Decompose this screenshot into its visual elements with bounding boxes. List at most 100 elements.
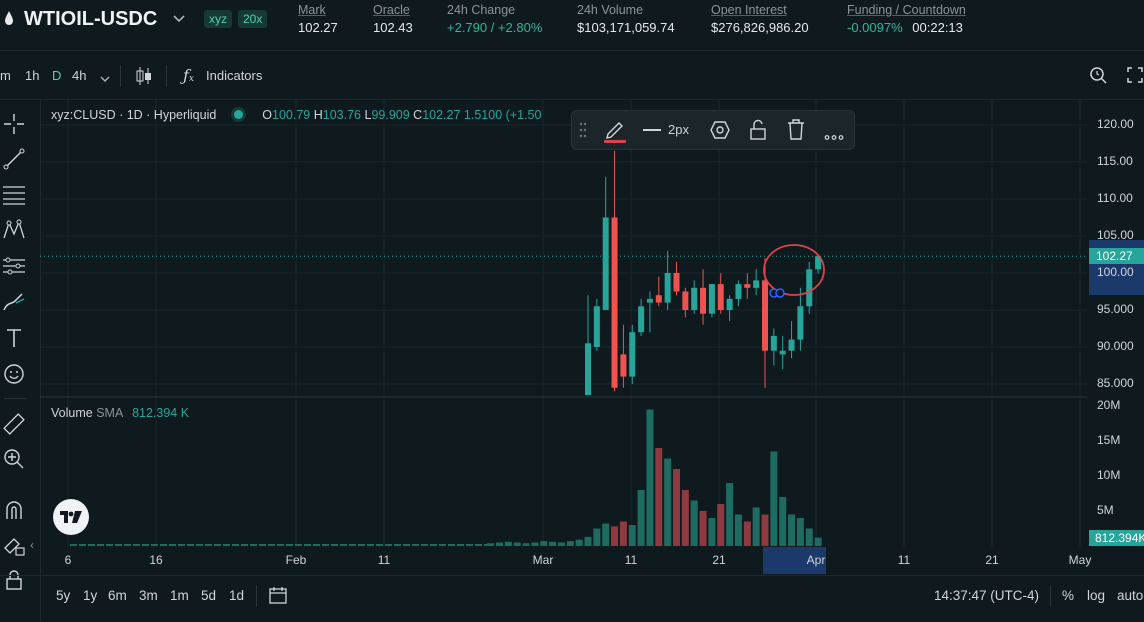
lock-drawing-icon[interactable]	[0, 531, 28, 559]
drag-handle-icon[interactable]	[579, 122, 587, 141]
line-width-label[interactable]: 2px	[668, 122, 689, 137]
line-width-icon[interactable]	[643, 129, 661, 131]
trend-line-icon[interactable]	[0, 145, 28, 173]
pattern-icon[interactable]	[0, 216, 28, 244]
drawn-circle-annotation	[763, 244, 825, 296]
collapse-chevron-icon[interactable]: ‹	[30, 538, 34, 552]
auto-scale-toggle[interactable]: auto	[1117, 588, 1144, 603]
volume-bar	[322, 544, 329, 546]
time-axis[interactable]: 6 16 Feb 11 Mar 11 21 Apr 11 21 May	[40, 547, 1092, 574]
stat-value: $276,826,986.20	[711, 20, 809, 35]
stat-label: Mark	[298, 3, 326, 17]
interval-4h[interactable]: 4h	[72, 68, 87, 83]
volume-bar	[734, 514, 742, 546]
price-axis-label: 90.000	[1097, 339, 1134, 353]
volume-bar	[295, 544, 302, 546]
log-scale-toggle[interactable]: log	[1087, 588, 1106, 603]
volume-bar	[664, 458, 672, 546]
visibility-eye-icon[interactable]	[233, 110, 243, 119]
candle-body	[815, 256, 822, 270]
clock-timezone[interactable]: 14:37:47 (UTC-4)	[934, 588, 1040, 603]
price-axis-label: 115.00	[1097, 154, 1133, 168]
range-3m[interactable]: 3m	[139, 588, 158, 603]
stat-oracle: Oracle 102.43	[373, 3, 413, 35]
price-axis[interactable]: 120.00 115.00 110.00 105.00 100.00 95.000 90.0…	[1087, 100, 1144, 547]
indicators-button[interactable]: Indicators	[206, 68, 263, 83]
lock-icon[interactable]	[0, 566, 28, 594]
candle-body	[726, 298, 733, 310]
interval-1d[interactable]: D	[52, 68, 62, 83]
zoom-search-icon[interactable]	[1088, 65, 1108, 88]
magnet-icon[interactable]	[0, 496, 28, 524]
fullscreen-icon[interactable]	[1126, 66, 1144, 87]
candle-body	[744, 284, 751, 288]
range-5y[interactable]: 5y	[56, 588, 71, 603]
volume-axis-label: 20M	[1097, 398, 1121, 412]
range-1m[interactable]: 1m	[170, 588, 189, 603]
time-axis-label: Apr	[806, 553, 826, 567]
volume-bar	[304, 544, 311, 546]
trash-icon[interactable]	[787, 119, 805, 144]
volume-bar	[403, 544, 410, 546]
volume-bar	[593, 528, 601, 546]
percent-scale-toggle[interactable]: %	[1062, 588, 1075, 603]
candle-body	[762, 280, 768, 351]
range-1d[interactable]: 1d	[229, 588, 245, 603]
interval-1h[interactable]: 1h	[25, 68, 40, 83]
volume-bar	[439, 544, 446, 546]
forecast-icon[interactable]	[0, 252, 28, 280]
text-tool-icon[interactable]	[0, 324, 28, 352]
leverage-badge[interactable]: 20x	[238, 10, 268, 28]
interval-minutes[interactable]: m	[0, 68, 11, 83]
stat-value: 102.27	[298, 20, 338, 35]
more-options-icon[interactable]	[824, 128, 844, 143]
price-axis-label: 100.00	[1097, 265, 1134, 279]
volume-bar	[540, 541, 548, 546]
candle-body	[664, 273, 671, 303]
time-axis-label: 16	[149, 553, 163, 567]
volume-bar	[770, 451, 778, 546]
volume-bar	[205, 544, 212, 546]
volume-bar	[531, 542, 539, 546]
fib-retracement-icon[interactable]	[0, 180, 28, 208]
unlock-icon[interactable]	[749, 119, 767, 144]
volume-bar	[475, 544, 482, 546]
time-axis-label: 11	[897, 553, 911, 567]
emoji-icon[interactable]	[0, 360, 28, 388]
volume-bar	[232, 544, 239, 546]
chevron-down-icon[interactable]	[172, 12, 186, 27]
pencil-color-icon[interactable]	[603, 117, 627, 146]
volume-bar	[690, 500, 698, 546]
candlestick-type-icon[interactable]	[135, 65, 153, 90]
tradingview-logo[interactable]	[53, 499, 89, 535]
candle-body	[806, 269, 813, 307]
volume-title: Volume	[51, 406, 93, 420]
volume-bar	[331, 544, 338, 546]
volume-bar	[646, 409, 654, 546]
volume-bar	[619, 521, 627, 546]
price-chart[interactable]	[40, 100, 1087, 547]
brush-icon[interactable]	[0, 288, 28, 316]
crosshair-icon[interactable]	[0, 110, 28, 138]
legend-open-label: O	[262, 108, 273, 122]
zoom-in-icon[interactable]	[0, 445, 28, 473]
range-6m[interactable]: 6m	[108, 588, 127, 603]
legend-symbol: xyz:CLUSD · 1D · Hyperliquid	[51, 108, 217, 122]
price-axis-label: 85.000	[1097, 376, 1134, 390]
volume-bar	[133, 544, 140, 546]
candle-body	[788, 339, 795, 351]
date-range-calendar-icon[interactable]	[268, 585, 288, 608]
symbol-title[interactable]: WTIOIL-USDC	[24, 8, 158, 30]
ruler-icon[interactable]	[0, 410, 28, 438]
candle-body	[797, 306, 804, 340]
indicators-icon[interactable]: ƒx	[183, 66, 194, 85]
volume-bar	[788, 514, 796, 546]
chevron-down-icon[interactable]	[100, 71, 110, 86]
volume-bar	[779, 497, 787, 546]
range-1y[interactable]: 1y	[83, 588, 98, 603]
settings-icon[interactable]	[710, 120, 730, 143]
range-5d[interactable]: 5d	[201, 588, 217, 603]
volume-bar	[549, 541, 557, 546]
volume-bar	[412, 544, 419, 546]
stat-value: 102.43	[373, 20, 413, 35]
